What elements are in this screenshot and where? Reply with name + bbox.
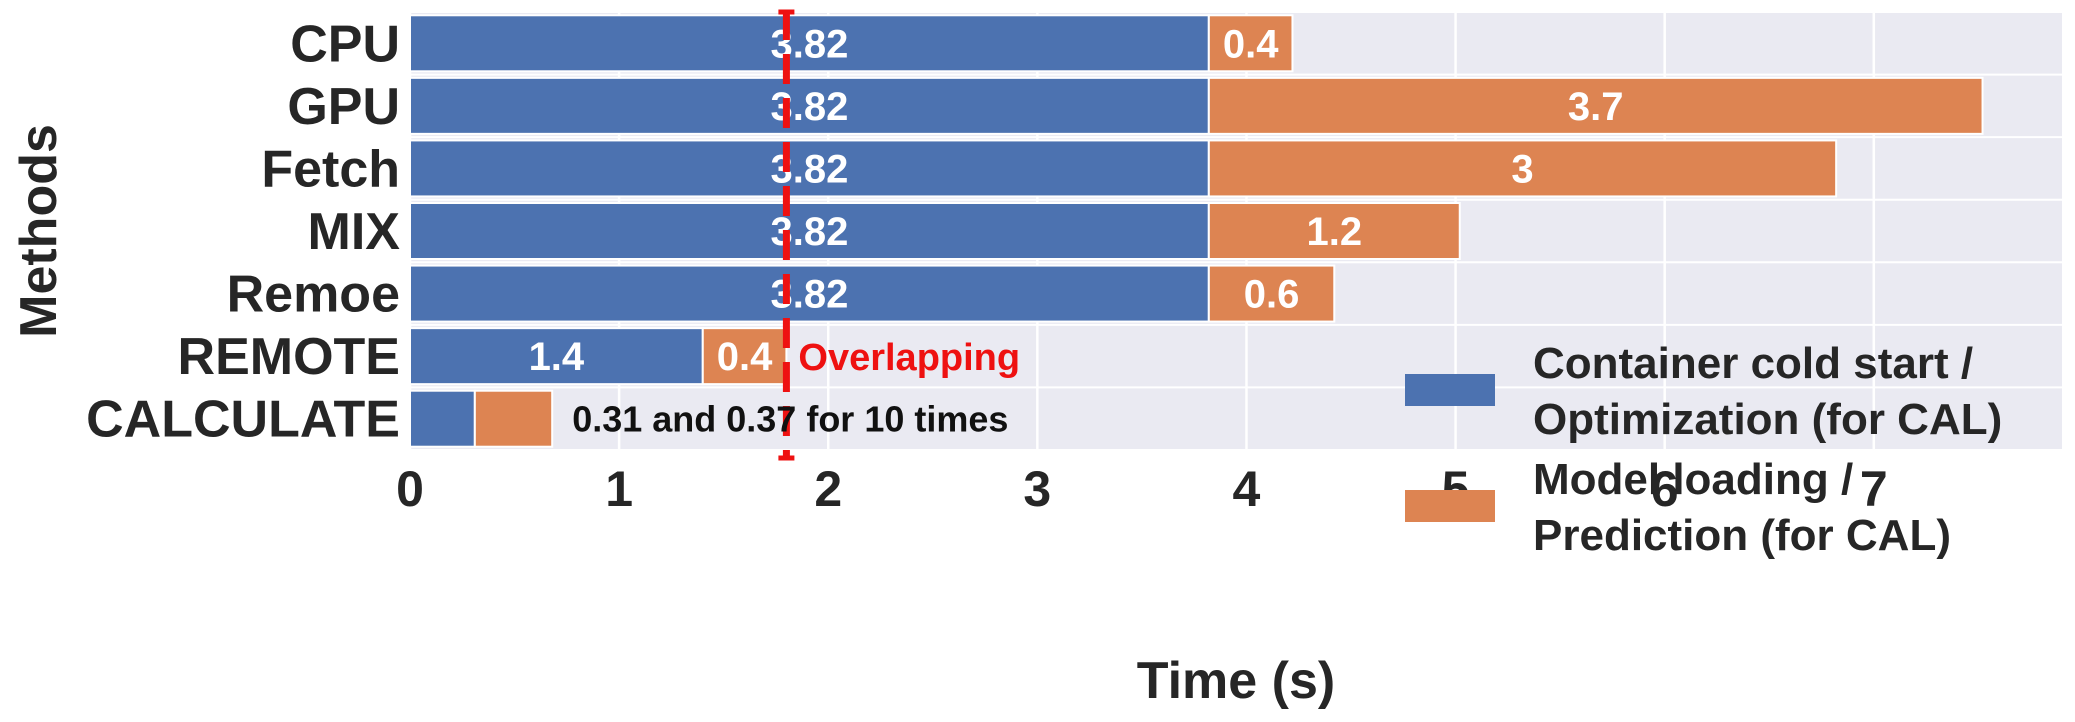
bar-cold-start-mix [409, 202, 1210, 260]
y-tick-label-gpu: GPU [287, 78, 400, 136]
x-tick-label: 3 [1023, 461, 1051, 517]
bar-cold-start-calculate [409, 389, 476, 448]
bar-label-remote: 0.4 [717, 335, 773, 379]
legend-label-line1: Model loading / [1533, 455, 1853, 504]
bar-cold-start-remote [409, 327, 704, 386]
y-tick-label-remote: REMOTE [178, 328, 400, 386]
y-tick-label-cpu: CPU [290, 15, 400, 73]
x-tick-label: 7 [1860, 461, 1888, 517]
bar-model-loading-cpu [1207, 14, 1294, 73]
bar-cold-start-gpu [409, 76, 1210, 135]
bars [409, 14, 1984, 448]
x-tick-label: 1 [605, 461, 633, 517]
bar-label-fetch: 3 [1511, 147, 1533, 191]
bar-label-gpu: 3.7 [1568, 85, 1624, 129]
legend-swatch-model-loading [1405, 490, 1495, 522]
x-tick-label: 2 [814, 461, 842, 517]
x-axis-title: Time (s) [1137, 652, 1335, 710]
bar-model-loading-calculate [473, 389, 554, 448]
bar-model-loading-remoe [1207, 264, 1336, 323]
bar-label-mix: 3.82 [770, 210, 848, 254]
bar-model-loading-remote [701, 327, 788, 386]
calculate-annotation: 0.31 and 0.37 for 10 times [572, 399, 1008, 440]
bar-cold-start-remoe [409, 264, 1210, 323]
bar-label-remote: 1.4 [529, 335, 585, 379]
bar-cold-start-fetch [409, 139, 1210, 198]
overlap-label: Overlapping [798, 337, 1020, 379]
bar-label-mix: 1.2 [1306, 210, 1362, 254]
legend-label-line2: Optimization (for CAL) [1533, 395, 2002, 444]
bar-cold-start-cpu [409, 14, 1210, 73]
bar-model-loading-mix [1207, 202, 1461, 260]
bar-label-cpu: 0.4 [1223, 22, 1279, 66]
bar-label-fetch: 3.82 [770, 147, 848, 191]
y-axis-title: Methods [10, 124, 68, 338]
y-tick-label-mix: MIX [308, 203, 401, 261]
x-tick-label: 4 [1233, 461, 1261, 517]
bar-label-remoe: 0.6 [1244, 273, 1300, 317]
overlap-marker: Overlapping [778, 9, 1020, 461]
bar-label-cpu: 3.82 [770, 22, 848, 66]
x-tick-label: 0 [396, 461, 424, 517]
legend-label-line1: Container cold start / [1533, 339, 1973, 388]
y-tick-label-fetch: Fetch [261, 140, 400, 198]
bar-label-remoe: 3.82 [770, 273, 848, 317]
bar-model-loading-fetch [1207, 139, 1838, 198]
bar-label-gpu: 3.82 [770, 85, 848, 129]
x-tick-label: 6 [1651, 461, 1679, 517]
legend-label-line2: Prediction (for CAL) [1533, 511, 1951, 560]
legend-swatch-cold-start [1405, 374, 1495, 406]
y-tick-label-calculate: CALCULATE [86, 391, 400, 449]
legend: Container cold start / Optimization (for … [1405, 339, 2002, 560]
bar-model-loading-gpu [1207, 76, 1984, 135]
y-tick-label-remoe: Remoe [227, 266, 400, 324]
